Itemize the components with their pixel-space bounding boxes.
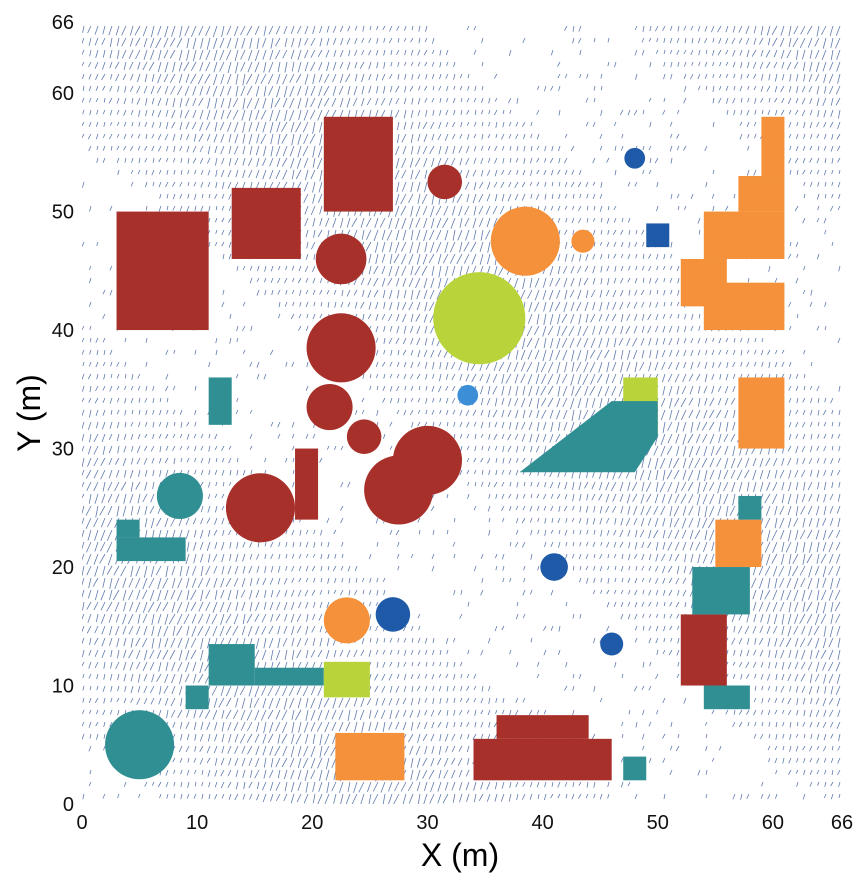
building-rect xyxy=(703,685,750,710)
building-rect xyxy=(715,519,762,568)
x-tick-label: 30 xyxy=(416,812,438,834)
building-rect xyxy=(116,211,209,331)
building-rect xyxy=(680,258,727,307)
building-circle xyxy=(306,384,353,431)
y-tick-label: 66 xyxy=(52,12,74,34)
building-rect xyxy=(116,537,186,562)
building-circle xyxy=(375,597,411,632)
y-tick-label: 40 xyxy=(52,320,74,342)
x-tick-label: 66 xyxy=(831,812,853,834)
x-tick-label: 50 xyxy=(647,812,669,834)
building-rect xyxy=(323,661,370,698)
building-circle xyxy=(156,472,203,519)
building-rect xyxy=(335,732,405,781)
building-circle xyxy=(105,710,175,780)
building-rect xyxy=(231,187,301,259)
building-rect xyxy=(473,738,612,781)
building-rect xyxy=(761,116,785,177)
building-rect xyxy=(703,211,785,259)
x-tick-label: 40 xyxy=(531,812,553,834)
building-circle xyxy=(225,473,296,543)
building-rect xyxy=(254,667,324,686)
x-tick-label: 20 xyxy=(301,812,323,834)
building-rect xyxy=(623,756,647,781)
y-tick-label: 20 xyxy=(52,557,74,579)
building-rect xyxy=(295,448,319,520)
y-tick-label: 50 xyxy=(52,202,74,224)
building-rect xyxy=(185,685,209,710)
x-tick-label: 60 xyxy=(762,812,784,834)
building-rect xyxy=(738,495,762,520)
building-rect xyxy=(208,644,255,686)
building-circle xyxy=(540,553,568,581)
building-circle xyxy=(490,206,560,276)
building-circle xyxy=(624,147,646,169)
x-tick-label: 0 xyxy=(76,812,87,834)
building-rect xyxy=(208,377,232,425)
building-rect xyxy=(738,176,785,212)
building-polygon xyxy=(519,401,658,473)
building-rect xyxy=(323,116,393,212)
building-rect xyxy=(680,614,727,686)
building-circle xyxy=(600,632,624,656)
building-rect xyxy=(496,715,589,739)
y-axis-label: Y (m) xyxy=(11,374,47,452)
building-circle xyxy=(364,455,434,525)
building-circle xyxy=(306,313,376,383)
y-tick-label: 60 xyxy=(52,83,74,105)
building-rect xyxy=(646,223,670,248)
obstacles xyxy=(105,116,785,781)
y-tick-label: 10 xyxy=(52,676,74,698)
building-circle xyxy=(315,233,367,285)
building-rect xyxy=(692,567,750,615)
y-axis-ticks: 0 10 20 30 40 50 60 66 xyxy=(52,12,74,816)
building-rect xyxy=(738,377,785,449)
building-rect xyxy=(116,519,140,538)
building-circle xyxy=(433,272,526,365)
building-circle xyxy=(346,419,382,454)
x-axis-ticks: 0 10 20 30 40 50 60 66 xyxy=(76,812,853,834)
x-axis-label: X (m) xyxy=(421,837,499,873)
building-circle xyxy=(457,384,479,406)
building-circle xyxy=(323,597,370,644)
x-tick-label: 10 xyxy=(186,812,208,834)
building-circle xyxy=(427,164,462,200)
y-tick-label: 0 xyxy=(63,794,74,816)
y-tick-label: 30 xyxy=(52,439,74,461)
building-circle xyxy=(571,229,595,253)
